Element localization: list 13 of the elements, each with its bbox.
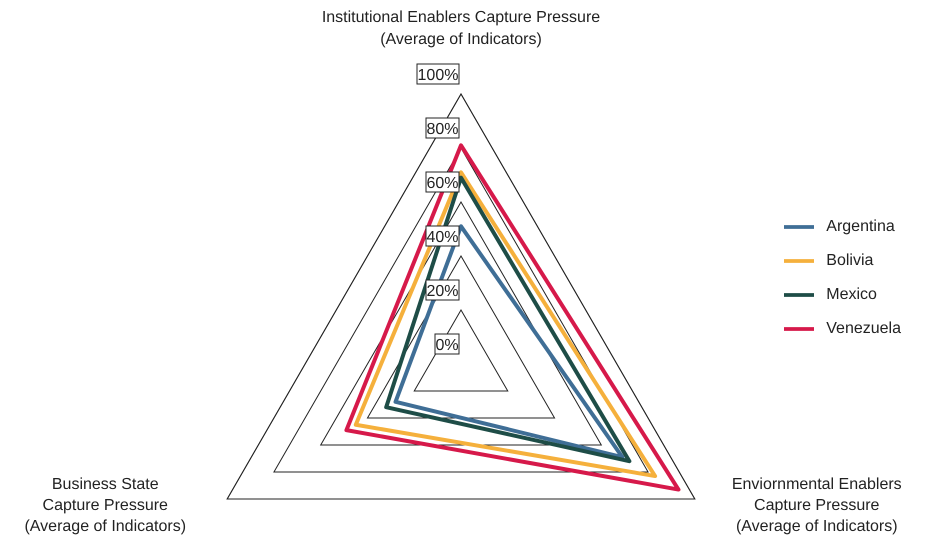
y-tick-label: 40% <box>426 229 459 246</box>
spoke-label: Enviornmental Enablers Capture Pressure (Average of Indicators) <box>732 476 902 535</box>
legend-label: Venezuela <box>826 320 901 337</box>
spoke-label: Business State Capture Pressure (Average of Indicators) <box>24 476 186 535</box>
legend-label: Bolivia <box>826 252 874 269</box>
y-tick-label: 60% <box>426 175 459 192</box>
spoke-label: Institutional Enablers Capture Pressure (Average of Indicators) <box>322 9 600 48</box>
y-tick-label: 20% <box>426 283 459 300</box>
legend-label: Argentina <box>826 218 895 235</box>
legend-label: Mexico <box>826 286 877 303</box>
y-tick-label: 100% <box>418 67 458 84</box>
y-tick-label: 80% <box>426 121 459 138</box>
y-tick-label: 0% <box>435 337 459 354</box>
